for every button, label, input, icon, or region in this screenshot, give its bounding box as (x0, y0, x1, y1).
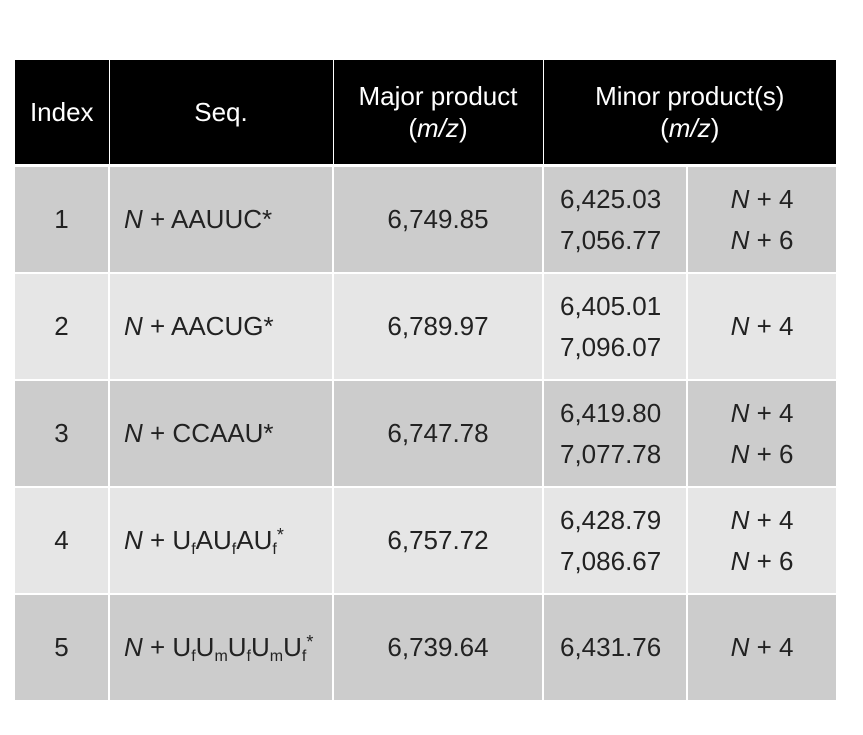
minor-mz-value: 7,086.67 (560, 545, 662, 576)
minor-mz-cell: 6,428.79 7,086.67 (543, 487, 688, 595)
minor-tag-cell: N + 4 N + 6 (687, 487, 836, 595)
major-product-cell: 6,739.64 (333, 594, 544, 702)
minor-tag: N + 4 (730, 311, 794, 341)
major-product-cell: 6,747.78 (333, 380, 544, 488)
mz-italic: m/z (417, 113, 459, 143)
minor-mz-cell: 6,419.80 7,077.78 (543, 380, 688, 488)
seq-cell: N + UfAUfAUf* (109, 487, 334, 595)
index-cell: 3 (15, 380, 110, 488)
header-seq: Seq. (109, 60, 334, 167)
minor-tag-cell: N + 4 N + 6 (687, 380, 836, 488)
major-product-cell: 6,789.97 (333, 273, 544, 381)
header-minor-products: Minor product(s) (m/z) (543, 60, 836, 167)
minor-mz-value: 7,056.77 (560, 224, 662, 255)
minor-mz-value: 6,428.79 (560, 504, 662, 535)
minor-mz-value: 6,419.80 (560, 397, 662, 428)
minor-mz-cell: 6,431.76 (543, 594, 688, 702)
index-cell: 2 (15, 273, 110, 381)
seq-cell: N + AACUG* (109, 273, 334, 381)
minor-mz-value: 7,077.78 (560, 438, 662, 469)
minor-tag: N + 6 (730, 224, 794, 255)
index-cell: 4 (15, 487, 110, 595)
header-major-product: Major product (m/z) (333, 60, 544, 167)
minor-tag: N + 4 (730, 632, 794, 662)
minor-tag: N + 4 (730, 504, 794, 535)
seq-cell: N + AAUUC* (109, 165, 334, 274)
minor-tag: N + 6 (730, 545, 794, 576)
minor-tag: N + 6 (730, 438, 794, 469)
minor-tag: N + 4 (730, 397, 794, 428)
index-cell: 5 (15, 594, 110, 702)
minor-tag: N + 4 (730, 183, 794, 214)
minor-tag-cell: N + 4 (687, 594, 836, 702)
minor-mz-value: 6,425.03 (560, 183, 662, 214)
major-product-cell: 6,757.72 (333, 487, 544, 595)
minor-tag-cell: N + 4 (687, 273, 836, 381)
minor-tag-cell: N + 4 N + 6 (687, 165, 836, 274)
header-index: Index (15, 60, 110, 167)
seq-cell: N + CCAAU* (109, 380, 334, 488)
seq-cell: N + UfUmUfUmUf* (109, 594, 334, 702)
minor-mz-value: 7,096.07 (560, 331, 662, 362)
mz-italic: m/z (668, 113, 711, 143)
header-major-line2: (m/z) (408, 113, 468, 143)
results-table: Index Seq. Major product (m/z) Minor pro… (15, 60, 836, 702)
index-cell: 1 (15, 165, 110, 274)
major-product-cell: 6,749.85 (333, 165, 544, 274)
header-minor-line1: Minor product(s) (595, 81, 785, 111)
minor-mz-value: 6,431.76 (560, 632, 662, 662)
minor-mz-cell: 6,425.03 7,056.77 (543, 165, 688, 274)
minor-mz-value: 6,405.01 (560, 290, 662, 321)
minor-mz-cell: 6,405.01 7,096.07 (543, 273, 688, 381)
header-major-line1: Major product (358, 81, 518, 111)
header-minor-line2: (m/z) (660, 113, 720, 143)
header-row: Index Seq. Major product (m/z) Minor pro… (15, 60, 836, 167)
